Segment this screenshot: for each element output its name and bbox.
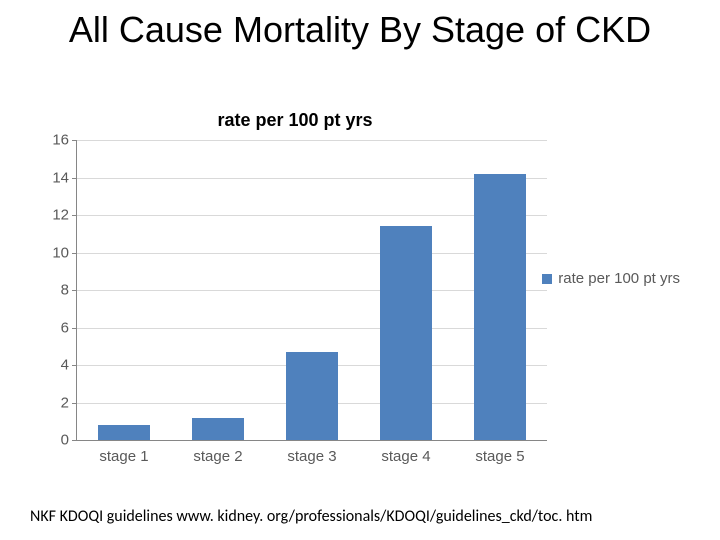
- y-tick-label: 12: [52, 207, 69, 224]
- chart-legend: rate per 100 pt yrs: [542, 270, 680, 287]
- y-tick-label: 4: [61, 357, 69, 374]
- legend-swatch: [542, 274, 552, 284]
- bar: [98, 425, 150, 440]
- y-tick-label: 14: [52, 169, 69, 186]
- y-tick-mark: [72, 365, 77, 366]
- slide-title: All Cause Mortality By Stage of CKD: [0, 0, 720, 50]
- footer-source: NKF KDOQI guidelines www. kidney. org/pr…: [30, 507, 592, 526]
- x-tick-label: stage 3: [287, 448, 336, 465]
- bar: [474, 174, 526, 440]
- y-tick-label: 8: [61, 282, 69, 299]
- bar: [380, 226, 432, 440]
- y-tick-mark: [72, 403, 77, 404]
- chart-title: rate per 100 pt yrs: [40, 110, 550, 131]
- y-tick-label: 16: [52, 132, 69, 149]
- legend-label: rate per 100 pt yrs: [558, 270, 680, 287]
- y-tick-label: 2: [61, 394, 69, 411]
- y-tick-mark: [72, 215, 77, 216]
- y-tick-mark: [72, 328, 77, 329]
- chart-plot-area: 0246810121416stage 1stage 2stage 3stage …: [76, 140, 547, 441]
- x-tick-label: stage 1: [99, 448, 148, 465]
- y-tick-label: 6: [61, 319, 69, 336]
- x-tick-label: stage 2: [193, 448, 242, 465]
- y-tick-label: 0: [61, 432, 69, 449]
- y-tick-mark: [72, 178, 77, 179]
- y-tick-mark: [72, 290, 77, 291]
- bar: [192, 418, 244, 441]
- slide: All Cause Mortality By Stage of CKD rate…: [0, 0, 720, 540]
- y-tick-mark: [72, 440, 77, 441]
- x-tick-label: stage 5: [475, 448, 524, 465]
- y-tick-mark: [72, 140, 77, 141]
- grid-line: [77, 140, 547, 141]
- x-tick-label: stage 4: [381, 448, 430, 465]
- mortality-chart: rate per 100 pt yrs 0246810121416stage 1…: [40, 110, 680, 490]
- y-tick-label: 10: [52, 244, 69, 261]
- bar: [286, 352, 338, 440]
- y-tick-mark: [72, 253, 77, 254]
